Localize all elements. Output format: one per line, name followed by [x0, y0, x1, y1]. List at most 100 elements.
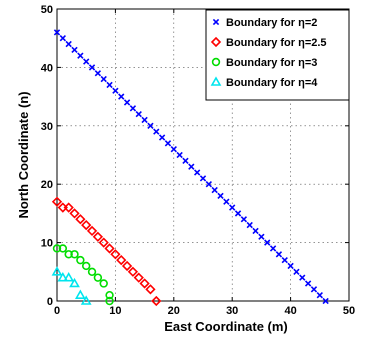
data-point [223, 198, 230, 205]
x-marker-stroke [176, 151, 183, 159]
y-tick-label: 30 [41, 121, 53, 133]
x-marker-stroke [211, 186, 218, 194]
x-marker-stroke [269, 245, 277, 252]
data-point [322, 297, 329, 305]
x-marker-stroke [188, 163, 195, 170]
data-point [63, 202, 74, 213]
x-marker-stroke [123, 99, 131, 106]
data-point [199, 175, 207, 182]
data-marks [51, 29, 329, 307]
data-point [69, 208, 80, 219]
x-marker-stroke [275, 251, 283, 258]
data-point [104, 243, 115, 254]
x-marker-stroke [304, 280, 312, 287]
series-1 [53, 29, 329, 305]
data-point [53, 29, 61, 36]
data-point [71, 46, 78, 54]
data-point [87, 267, 97, 276]
x-marker-stroke [147, 122, 154, 129]
data-point [211, 186, 218, 194]
data-point [151, 295, 162, 307]
y-tick-label: 40 [41, 62, 53, 74]
data-point [310, 286, 318, 293]
data-point [304, 280, 312, 287]
data-point [123, 99, 131, 106]
x-marker-stroke [252, 227, 259, 235]
data-point [135, 110, 142, 118]
data-point [147, 122, 154, 129]
data-point [246, 221, 253, 229]
data-point [116, 254, 127, 266]
x-tick-label: 10 [109, 305, 121, 317]
data-point [258, 233, 265, 240]
y-tick-label: 50 [41, 4, 53, 16]
x-marker-stroke [205, 181, 213, 188]
data-point [52, 244, 62, 253]
data-point [287, 262, 294, 270]
data-point [105, 290, 114, 300]
data-point [229, 204, 236, 211]
x-marker-stroke [65, 40, 72, 48]
series-2 [51, 196, 162, 307]
x-tick-label: 30 [226, 305, 238, 317]
x-marker-stroke [77, 52, 84, 59]
data-point [182, 157, 189, 165]
data-point [94, 70, 102, 77]
x-marker-stroke [94, 70, 102, 77]
data-point [76, 255, 85, 265]
data-point [275, 251, 283, 258]
x-marker-stroke [129, 105, 137, 112]
x-marker-stroke [287, 262, 294, 270]
y-tick-label: 20 [41, 179, 53, 191]
x-marker-stroke [100, 75, 107, 83]
x-tick-label: 40 [284, 305, 296, 317]
y-axis-title: North Coordinate (n) [16, 91, 31, 218]
legend-marker [210, 76, 222, 86]
data-point [110, 249, 121, 260]
data-point [188, 163, 195, 170]
data-point [75, 214, 86, 225]
data-point [193, 169, 201, 176]
data-point [64, 250, 73, 259]
data-point [93, 273, 103, 282]
legend-label: Boundary for η=2 [226, 17, 317, 29]
data-point [69, 277, 80, 288]
data-point [58, 244, 68, 253]
data-point [74, 289, 86, 299]
data-point [299, 274, 306, 281]
data-point [118, 93, 125, 100]
x-marker-stroke [316, 291, 323, 299]
x-marker-stroke [217, 192, 224, 200]
data-point [88, 64, 96, 71]
x-marker-stroke [212, 18, 220, 26]
legend-marker [211, 57, 221, 67]
y-tick-label: 10 [41, 238, 53, 250]
x-tick-label: 0 [54, 305, 60, 317]
legend-marker [210, 36, 222, 48]
data-point [99, 279, 108, 288]
data-point [205, 181, 213, 188]
x-marker-stroke [141, 116, 148, 124]
x-marker-stroke [193, 169, 201, 176]
x-marker-stroke [299, 274, 306, 281]
data-point [98, 237, 109, 248]
data-point [158, 134, 166, 141]
x-marker-stroke [293, 268, 300, 275]
data-point [59, 35, 67, 42]
data-point [51, 196, 63, 207]
data-point [105, 296, 114, 306]
data-point [145, 284, 156, 295]
x-tick-label: 50 [343, 305, 355, 317]
axis-ticks: 0 10 20 30 40 50 0 10 20 30 40 50 [41, 4, 355, 317]
data-point [121, 260, 133, 272]
data-point [100, 75, 107, 83]
data-point [83, 58, 90, 65]
data-point [81, 261, 91, 271]
data-point [129, 105, 137, 112]
x-marker-stroke [223, 198, 230, 205]
x-marker-stroke [310, 286, 318, 293]
data-point [240, 216, 248, 223]
legend-label: Boundary for η=3 [226, 57, 317, 69]
data-point [170, 145, 177, 153]
